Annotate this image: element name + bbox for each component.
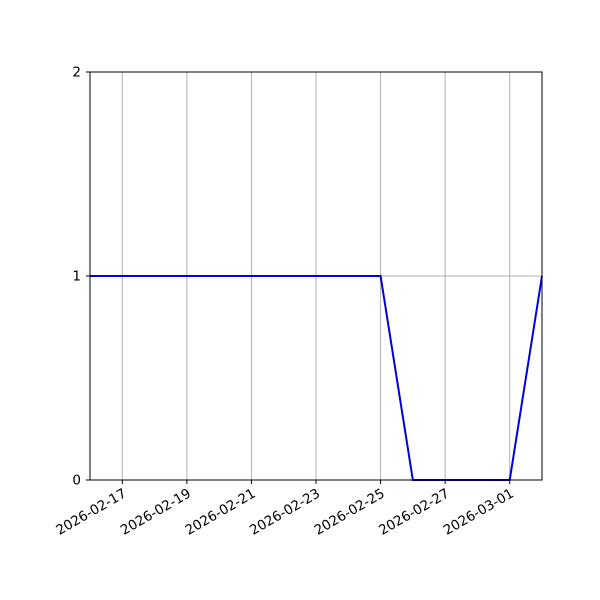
y-tick-label: 2 [72,65,81,81]
x-tick-label: 2026-02-21 [182,486,258,539]
x-tick-label: 2026-03-01 [441,486,517,539]
x-tick-label: 2026-02-23 [247,486,323,539]
x-tick-label: 2026-02-19 [118,486,194,539]
x-tick-label: 2026-02-25 [312,486,388,539]
x-tick-label: 2026-02-17 [53,486,129,539]
x-tick-label: 2026-02-27 [376,486,452,539]
y-tick-label: 0 [72,473,81,489]
y-tick-label: 1 [72,269,81,285]
